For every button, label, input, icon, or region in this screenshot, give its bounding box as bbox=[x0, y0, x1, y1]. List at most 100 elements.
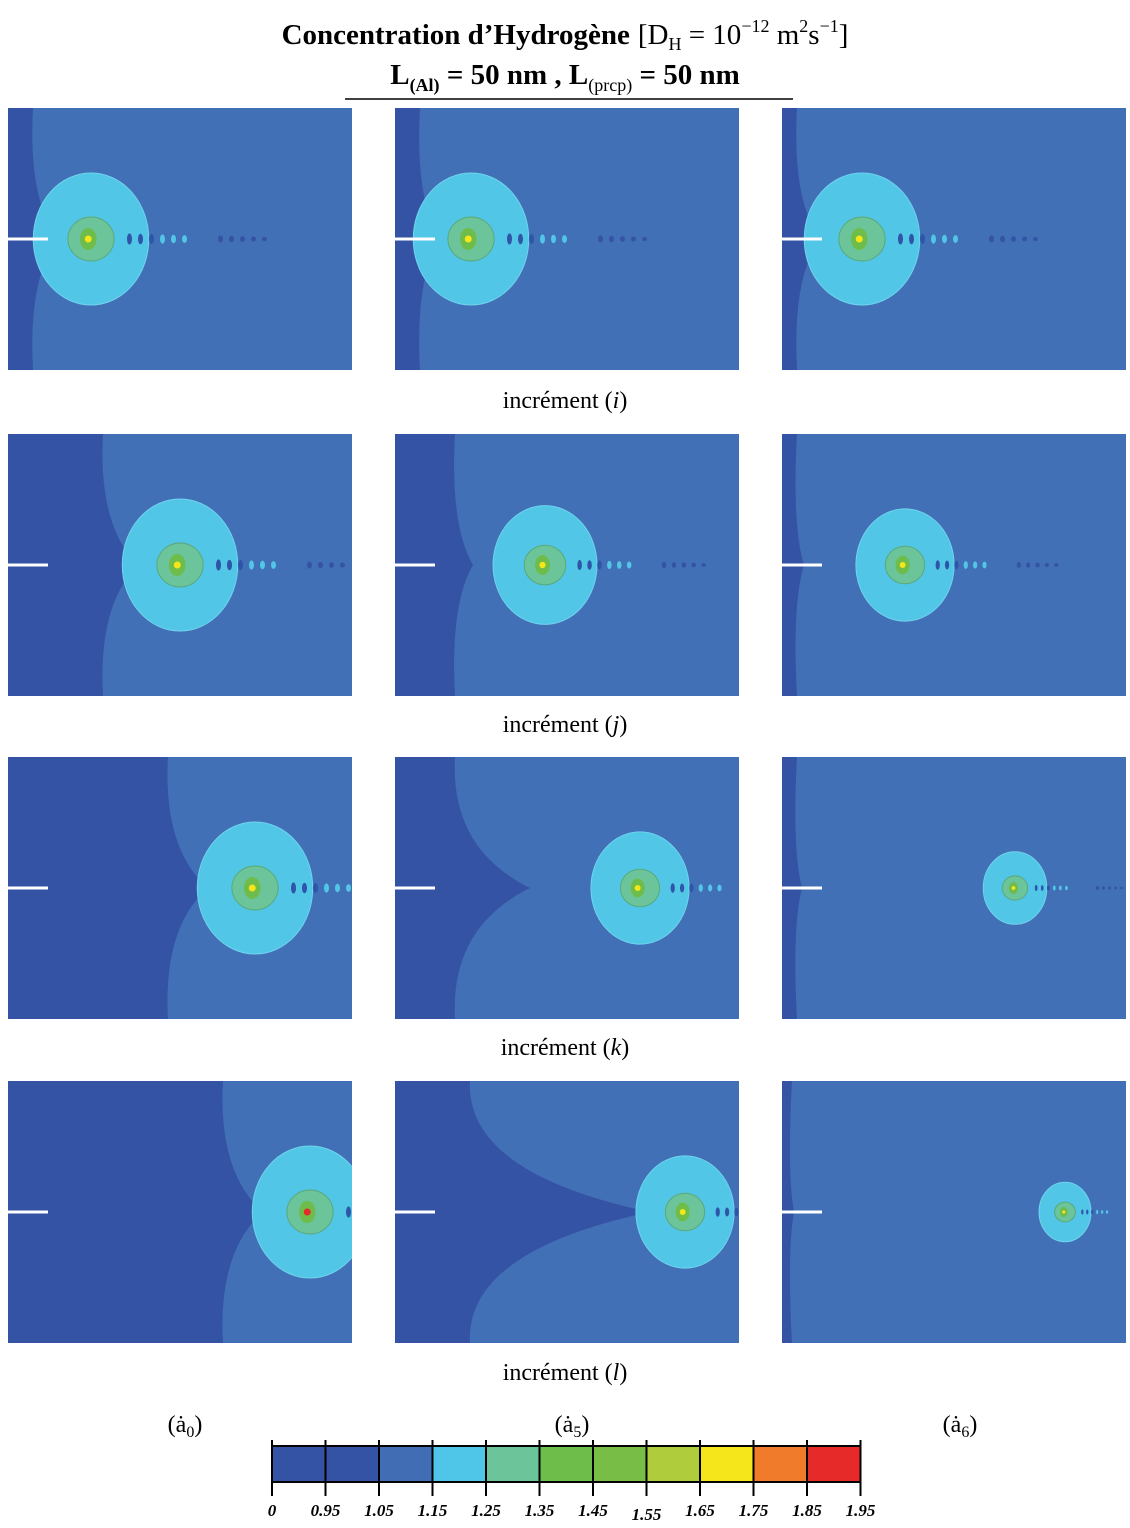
low-region bbox=[8, 1081, 263, 1343]
row-label-text: i bbox=[613, 388, 620, 414]
row-label-text: ) bbox=[619, 388, 627, 414]
low-region bbox=[395, 757, 530, 1019]
dot bbox=[577, 559, 582, 571]
title-text: = 10 bbox=[681, 19, 741, 51]
title-text: s bbox=[808, 19, 819, 51]
colorbar-label: 0 bbox=[268, 1501, 277, 1520]
row-label-text: j bbox=[610, 712, 620, 738]
row-label-text: incrément ( bbox=[503, 1360, 613, 1386]
dot bbox=[670, 883, 675, 893]
colorbar-box bbox=[324, 1445, 380, 1483]
dot bbox=[138, 233, 143, 245]
dot bbox=[935, 560, 940, 570]
dot bbox=[671, 562, 677, 568]
dot bbox=[171, 234, 176, 244]
colorbar-box bbox=[378, 1445, 434, 1483]
contour-panel bbox=[8, 108, 352, 370]
dot bbox=[631, 236, 636, 242]
row-label-text: ) bbox=[619, 712, 627, 738]
dot bbox=[944, 560, 950, 570]
panel-content bbox=[395, 1081, 739, 1343]
colorbar-label: 1.75 bbox=[739, 1501, 769, 1520]
dot bbox=[1096, 886, 1099, 890]
dot bbox=[642, 236, 647, 242]
colorbar-box bbox=[538, 1445, 594, 1483]
dot bbox=[931, 234, 936, 244]
dot bbox=[218, 235, 223, 243]
peak bbox=[1062, 1210, 1066, 1214]
dot bbox=[160, 234, 165, 244]
dot bbox=[340, 562, 345, 568]
colorbar-label: 1.65 bbox=[685, 1501, 715, 1520]
dot bbox=[1016, 561, 1021, 569]
dot bbox=[607, 560, 612, 570]
dot bbox=[1086, 1209, 1089, 1215]
dot bbox=[715, 1207, 720, 1217]
dot bbox=[1101, 1210, 1104, 1214]
contour-panel bbox=[8, 1081, 352, 1343]
peak bbox=[464, 235, 472, 243]
dot bbox=[149, 234, 154, 244]
column-label-text: ) bbox=[969, 1412, 977, 1438]
dot bbox=[240, 236, 245, 242]
subtitle-text: = 50 nm , L bbox=[440, 59, 589, 91]
low-region bbox=[8, 434, 138, 696]
row-label: incrément (l) bbox=[503, 1360, 628, 1386]
panel-content bbox=[395, 434, 739, 696]
column-label-text: (ȧ bbox=[943, 1412, 962, 1438]
dot bbox=[679, 883, 685, 893]
dot bbox=[708, 884, 713, 892]
row-label: incrément (j) bbox=[503, 712, 628, 738]
title: Concentration d’Hydrogène [DH = 10−12 m2s… bbox=[282, 16, 849, 54]
dot bbox=[598, 235, 603, 243]
dot bbox=[507, 233, 512, 245]
dot bbox=[1065, 885, 1068, 891]
dot bbox=[346, 884, 351, 892]
dot bbox=[681, 562, 687, 568]
colorbar-label: 1.25 bbox=[471, 1501, 501, 1520]
dot bbox=[540, 234, 545, 244]
dot bbox=[1120, 886, 1124, 890]
row-label: incrément (k) bbox=[501, 1035, 630, 1061]
subtitle-text: = 50 nm bbox=[632, 59, 740, 91]
panel-content bbox=[782, 1081, 1126, 1343]
peak bbox=[634, 885, 641, 891]
dot bbox=[313, 883, 318, 893]
dot bbox=[551, 234, 556, 244]
dot bbox=[324, 883, 329, 893]
title-text: m bbox=[769, 19, 799, 51]
column-label-text: 0 bbox=[186, 1424, 194, 1441]
dot bbox=[1059, 885, 1062, 891]
dot bbox=[529, 234, 534, 244]
contour-panel bbox=[782, 108, 1126, 370]
column-label: (ȧ0) bbox=[168, 1412, 203, 1441]
dot bbox=[1000, 235, 1005, 243]
peak bbox=[855, 235, 863, 243]
column-label-text: ) bbox=[194, 1412, 202, 1438]
colorbar-box bbox=[431, 1445, 487, 1483]
dot bbox=[689, 883, 694, 893]
colorbar-box bbox=[271, 1445, 327, 1483]
dot bbox=[920, 234, 925, 244]
colorbar-label: 1.55 bbox=[632, 1505, 662, 1524]
dot bbox=[973, 561, 978, 569]
dot bbox=[620, 236, 625, 242]
dot bbox=[982, 561, 987, 569]
dot bbox=[271, 561, 276, 569]
dot bbox=[318, 561, 323, 569]
colorbar-box bbox=[592, 1445, 648, 1483]
dot bbox=[1040, 885, 1044, 891]
panel-content bbox=[8, 434, 352, 696]
column-label-text: 5 bbox=[573, 1424, 581, 1441]
dot bbox=[989, 235, 994, 243]
subtitle-text: (prcp) bbox=[588, 75, 632, 96]
background bbox=[782, 757, 1126, 1019]
dot bbox=[249, 560, 254, 570]
colorbar-box bbox=[699, 1445, 755, 1483]
dot bbox=[898, 233, 903, 245]
peak bbox=[84, 235, 92, 243]
dot bbox=[127, 233, 132, 245]
dot bbox=[953, 235, 958, 243]
row-label-text: ) bbox=[621, 1035, 629, 1061]
dot bbox=[562, 235, 567, 243]
